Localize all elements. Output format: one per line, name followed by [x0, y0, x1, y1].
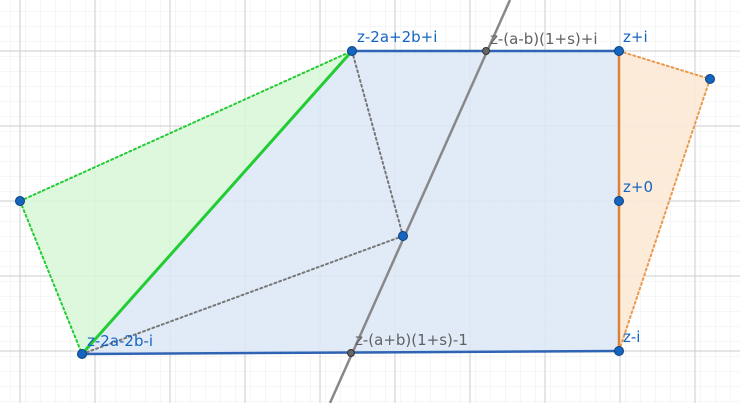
green-triangle[interactable] [20, 51, 352, 354]
point-bottom-right[interactable] [614, 346, 624, 356]
label-top-right-vertex: z+i [623, 28, 648, 46]
point-top-left[interactable] [347, 46, 357, 56]
orange-dotted-edge-top[interactable] [618, 50, 711, 80]
main-polygon[interactable] [82, 51, 619, 354]
point-far-right[interactable] [705, 74, 715, 84]
label-top-left-vertex: z-2a+2b+i [357, 28, 437, 46]
gray-slanted-line[interactable] [328, 0, 512, 403]
point-bottom-left[interactable] [77, 349, 87, 359]
label-right-mid-vertex: z+0 [623, 178, 653, 196]
point-right-mid[interactable] [614, 196, 624, 206]
diagonal-green-edge[interactable] [80, 50, 354, 355]
label-bottom-mid-point: z-(a+b)(1+s)-1 [355, 331, 468, 349]
orange-triangle[interactable] [619, 51, 710, 351]
orange-dotted-edge-bottom[interactable] [618, 78, 711, 352]
label-top-mid-point: z-(a-b)(1+s)+i [490, 30, 597, 48]
gray-dotted-edge-upper[interactable] [351, 50, 404, 237]
green-dotted-edge-top[interactable] [19, 50, 353, 202]
point-bottom-intersection[interactable] [347, 349, 355, 357]
point-far-left[interactable] [15, 196, 25, 206]
label-bottom-left-vertex: z-2a-2b-i [87, 332, 153, 350]
point-interior[interactable] [398, 231, 408, 241]
label-bottom-right-vertex: z-i [623, 328, 640, 346]
point-top-intersection[interactable] [482, 47, 490, 55]
point-top-right[interactable] [614, 46, 624, 56]
gray-dotted-edge-lower[interactable] [81, 235, 404, 355]
green-dotted-edge-bottom[interactable] [19, 200, 83, 355]
